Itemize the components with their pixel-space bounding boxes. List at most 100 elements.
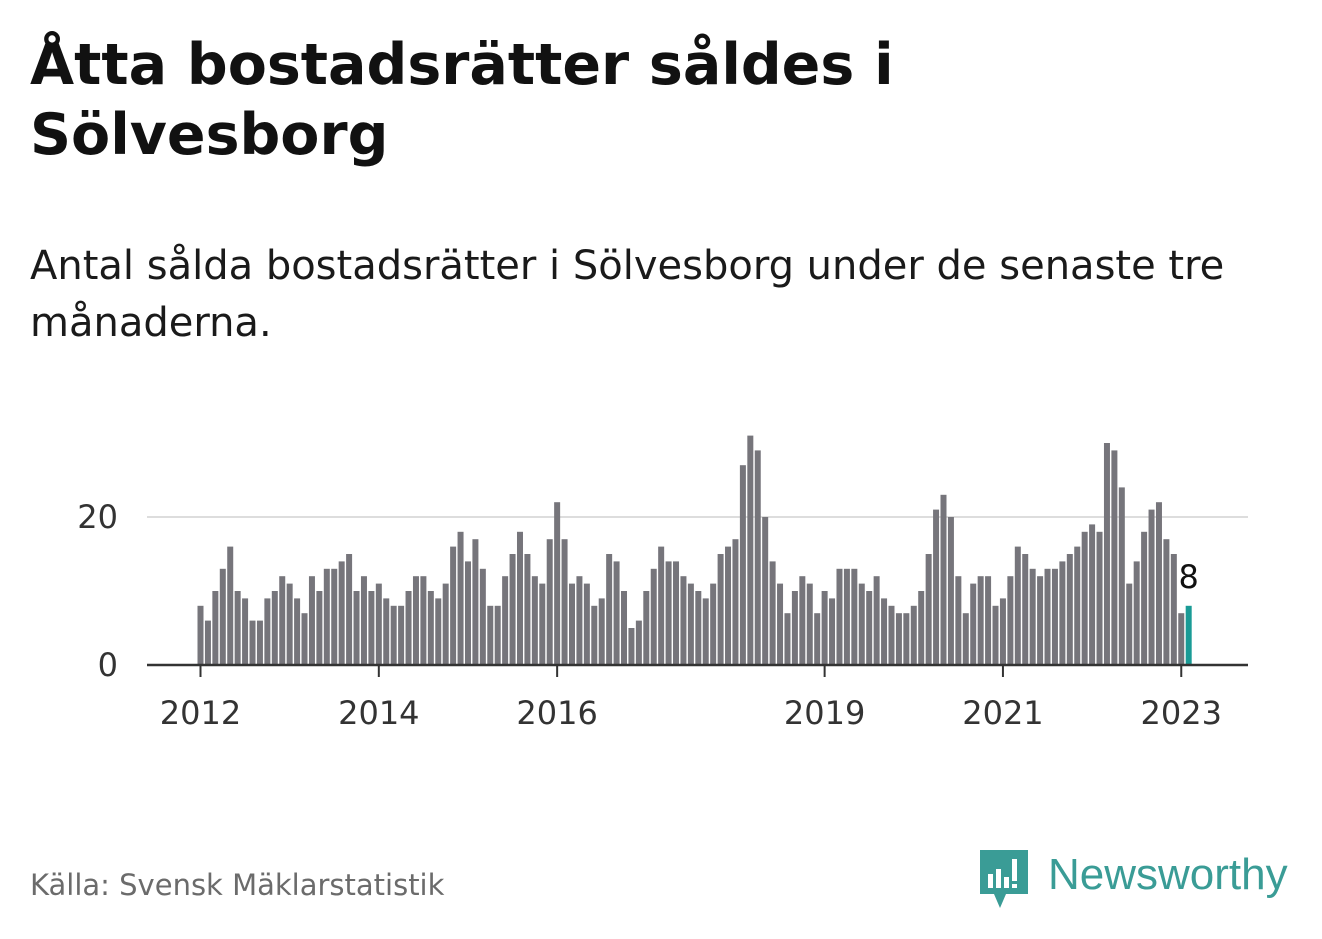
bar (910, 605, 917, 665)
bar (1066, 554, 1073, 665)
bar (962, 613, 969, 665)
bar (829, 598, 836, 665)
bar (531, 576, 538, 665)
brand-name: Newsworthy (1048, 850, 1288, 899)
bar (420, 576, 427, 665)
bar (702, 598, 709, 665)
bar (1089, 524, 1096, 665)
bar (739, 465, 746, 665)
bar (903, 613, 910, 665)
bar (687, 583, 694, 665)
bar (509, 554, 516, 665)
bar (264, 598, 271, 665)
bar (1044, 568, 1051, 665)
bar (487, 605, 494, 665)
bar (784, 613, 791, 665)
bar (635, 620, 642, 665)
bar (673, 561, 680, 665)
bar (494, 605, 501, 665)
bar (546, 539, 553, 665)
bar (390, 605, 397, 665)
bar (316, 591, 323, 665)
bar (1037, 576, 1044, 665)
bar (873, 576, 880, 665)
bar (881, 598, 888, 665)
bar (219, 568, 226, 665)
bar (836, 568, 843, 665)
bar (383, 598, 390, 665)
bar (242, 598, 249, 665)
x-tick-label: 2016 (516, 694, 597, 732)
bar (947, 517, 954, 665)
x-tick-label: 2021 (962, 694, 1043, 732)
bar (814, 613, 821, 665)
bar (457, 531, 464, 665)
bar (1133, 561, 1140, 665)
bar (583, 583, 590, 665)
bar (621, 591, 628, 665)
bar (806, 583, 813, 665)
newsworthy-logo-icon (980, 850, 1028, 908)
bar (940, 494, 947, 665)
x-tick-label: 2014 (338, 694, 419, 732)
bar (985, 576, 992, 665)
bar (1074, 546, 1081, 665)
bar (294, 598, 301, 665)
x-tick-label: 2023 (1141, 694, 1222, 732)
bar (613, 561, 620, 665)
bar (435, 598, 442, 665)
bar (1118, 487, 1125, 665)
bar (1022, 554, 1029, 665)
bar (591, 605, 598, 665)
bar (1170, 554, 1177, 665)
bar (271, 591, 278, 665)
bar (710, 583, 717, 665)
x-tick-label: 2019 (784, 694, 865, 732)
bar (1126, 583, 1133, 665)
bar (398, 605, 405, 665)
bar (925, 554, 932, 665)
y-tick-label: 20 (77, 498, 118, 536)
bar-highlight (1185, 605, 1192, 665)
bar (1096, 531, 1103, 665)
bar (895, 613, 902, 665)
bar (569, 583, 575, 665)
y-axis-labels: 0 20 (77, 498, 118, 684)
bar (1163, 539, 1170, 665)
bar (658, 546, 665, 665)
bar (502, 576, 509, 665)
bar (1103, 443, 1110, 665)
bar (799, 576, 806, 665)
bar (1014, 546, 1021, 665)
bar (405, 591, 412, 665)
bar (858, 583, 865, 665)
bar (256, 620, 263, 665)
bar (650, 568, 657, 665)
bar (353, 591, 360, 665)
bar (1178, 613, 1185, 665)
bar (554, 502, 561, 665)
bar (1141, 531, 1148, 665)
bar (360, 576, 367, 665)
y-tick-label: 0 (98, 646, 118, 684)
bar (539, 583, 546, 665)
bar (933, 509, 940, 665)
bar (769, 561, 776, 665)
bar (368, 591, 375, 665)
bar (412, 576, 419, 665)
bar (643, 591, 650, 665)
bar (472, 539, 479, 665)
bar (338, 561, 345, 665)
data-labels: 8 (1179, 558, 1199, 596)
bar (524, 554, 531, 665)
chart-subtitle: Antal sålda bostadsrätter i Sölvesborg u… (30, 243, 1225, 346)
bar (598, 598, 605, 665)
bar (754, 450, 761, 665)
bar (308, 576, 315, 665)
bar (888, 605, 895, 665)
bar (375, 583, 382, 665)
bar (725, 546, 732, 665)
bar (1007, 576, 1014, 665)
bar (1148, 509, 1155, 665)
bar (1059, 561, 1066, 665)
